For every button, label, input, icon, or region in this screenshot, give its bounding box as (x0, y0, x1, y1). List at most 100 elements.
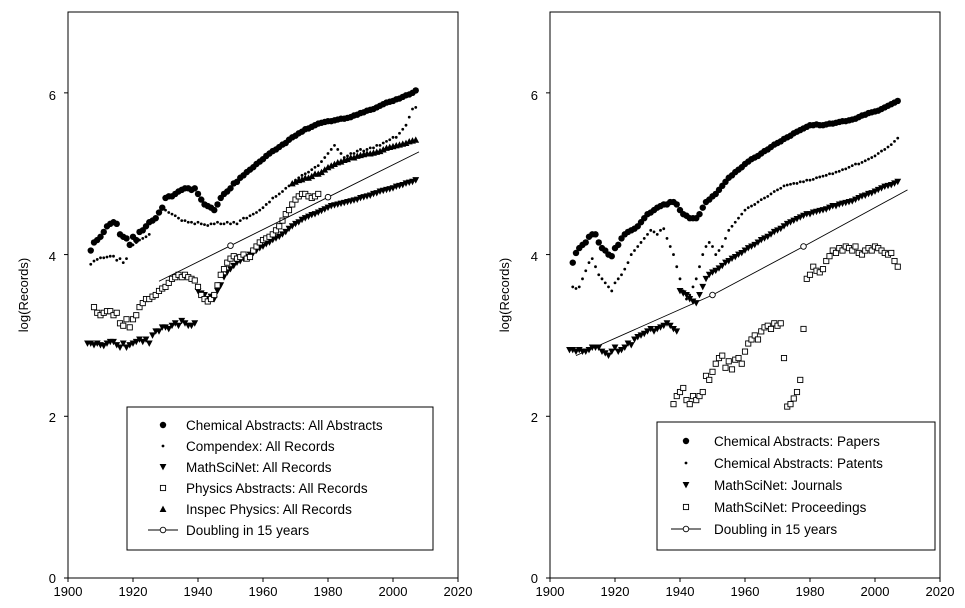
physics-abstracts-all-records-point (253, 243, 260, 250)
compendex-all-records-point (219, 222, 223, 226)
mathscinet-journals-point (689, 298, 697, 305)
doubling-in-15-years-point (324, 193, 332, 201)
chemical-abstracts-patents-point (571, 285, 575, 289)
chemical-abstracts-all-abstracts-point (211, 206, 218, 214)
mathscinet-all-records-point (288, 223, 296, 230)
chemical-abstracts-patents-point (704, 245, 708, 248)
legend-marker-sample (159, 484, 167, 492)
compendex-all-records-point (147, 232, 151, 236)
chemical-abstracts-patents-point (828, 172, 831, 176)
compendex-all-records-point (125, 257, 128, 261)
chemical-abstracts-papers-point (582, 239, 589, 246)
chemical-abstracts-patents-point (789, 182, 792, 186)
chemical-abstracts-patents-point (587, 261, 591, 265)
physics-abstracts-all-records-point (107, 308, 114, 315)
chemical-abstracts-all-abstracts-point (100, 228, 107, 236)
chemical-abstracts-patents-point (876, 152, 880, 155)
chemical-abstracts-patents-point (639, 241, 643, 244)
mathscinet-proceedings-point (832, 249, 840, 257)
chemical-abstracts-all-abstracts-point (97, 233, 104, 240)
mathscinet-proceedings-point (849, 247, 856, 254)
chemical-abstracts-patents-point (831, 172, 835, 176)
chemical-abstracts-patents-point (837, 169, 841, 173)
chemical-abstracts-patents-point (714, 253, 718, 256)
compendex-all-records-point (268, 200, 271, 204)
chemical-abstracts-patents-point (600, 277, 604, 281)
mathscinet-all-records-point (155, 328, 163, 335)
compendex-all-records-point (134, 241, 138, 244)
chemical-abstracts-patents-point (863, 159, 867, 163)
compendex-all-records-point (177, 216, 180, 220)
compendex-all-records-point (281, 190, 284, 193)
left-legend-item: Physics Abstracts: All Records (159, 481, 368, 496)
mathscinet-proceedings-point (858, 251, 866, 258)
mathscinet-proceedings-point (800, 325, 807, 333)
left-legend-label-3: MathSciNet: All Records (186, 460, 332, 475)
physics-abstracts-all-records-point (282, 211, 289, 218)
compendex-all-records-point (394, 135, 398, 139)
mathscinet-journals-point (705, 271, 713, 279)
left-data-marks (64, 87, 459, 582)
chemical-abstracts-patents-point (620, 273, 623, 277)
compendex-all-records-point (209, 222, 213, 226)
mathscinet-journals-point (777, 225, 785, 233)
mathscinet-proceedings-point (891, 257, 898, 265)
chemical-abstracts-patents-point (607, 285, 610, 289)
chemical-abstracts-patents-point (727, 228, 731, 232)
mathscinet-journals-point (764, 233, 772, 241)
chemical-abstracts-patents-point (889, 143, 893, 147)
right-y-ticks: 0 2 4 6 (531, 88, 538, 586)
open-square-marker (682, 503, 690, 511)
right-legend-label-2: Chemical Abstracts: Patents (714, 456, 883, 471)
chemical-abstracts-patents-point (844, 167, 848, 171)
inspec-physics-all-records-point (298, 175, 306, 183)
mathscinet-all-records-point (181, 320, 189, 327)
physics-abstracts-all-records-point (292, 196, 299, 203)
mathscinet-proceedings-point (683, 397, 690, 404)
chemical-abstracts-papers-point (608, 252, 615, 260)
chemical-abstracts-patents-point (769, 192, 773, 196)
inspec-physics-all-records-point (321, 166, 329, 173)
mathscinet-all-records-point (178, 317, 186, 325)
chemical-abstracts-patents-point (847, 165, 851, 169)
physics-abstracts-all-records-point (165, 279, 172, 286)
chemical-abstracts-all-abstracts-point (126, 241, 133, 249)
mathscinet-all-records-point (110, 338, 117, 346)
mathscinet-journals-point (598, 348, 606, 355)
mathscinet-journals-point (644, 328, 651, 335)
mathscinet-all-records-point (175, 322, 182, 330)
inspec-physics-all-records-point (402, 139, 410, 146)
compendex-all-records-point (339, 152, 343, 155)
chemical-abstracts-patents-point (854, 162, 857, 166)
compendex-all-records-point (320, 160, 323, 163)
chemical-abstracts-all-abstracts-point (87, 247, 94, 254)
mathscinet-journals-point (618, 346, 625, 354)
chemical-abstracts-patents-point (626, 261, 630, 265)
left-legend-item: Doubling in 15 years (148, 523, 309, 538)
compendex-all-records-point (238, 219, 242, 223)
compendex-all-records-point (203, 223, 206, 227)
chemical-abstracts-patents-point (581, 277, 584, 281)
chemical-abstracts-patents-point (782, 184, 786, 188)
mathscinet-proceedings-point (686, 401, 693, 408)
compendex-all-records-point (186, 220, 190, 224)
mathscinet-journals-point (673, 328, 681, 335)
mathscinet-journals-point (624, 340, 632, 347)
mathscinet-proceedings-point (709, 368, 716, 375)
right-x-tick-1940: 1940 (666, 584, 695, 599)
mathscinet-proceedings-point (894, 263, 901, 270)
chemical-abstracts-patents-point (577, 285, 581, 289)
mathscinet-journals-point (569, 346, 577, 354)
chemical-abstracts-patents-point (652, 230, 656, 234)
right-legend-label-3: MathSciNet: Journals (714, 478, 843, 493)
mathscinet-all-records-point (132, 338, 140, 346)
physics-abstracts-all-records-point (194, 283, 202, 290)
small-dot-marker (684, 461, 688, 465)
compendex-all-records-point (183, 219, 187, 223)
compendex-all-records-point (329, 148, 333, 151)
physics-abstracts-all-records-point (240, 251, 247, 258)
right-legend-label-1: Chemical Abstracts: Papers (714, 434, 880, 449)
mathscinet-proceedings-point (806, 271, 814, 278)
compendex-all-records-point (193, 222, 197, 226)
